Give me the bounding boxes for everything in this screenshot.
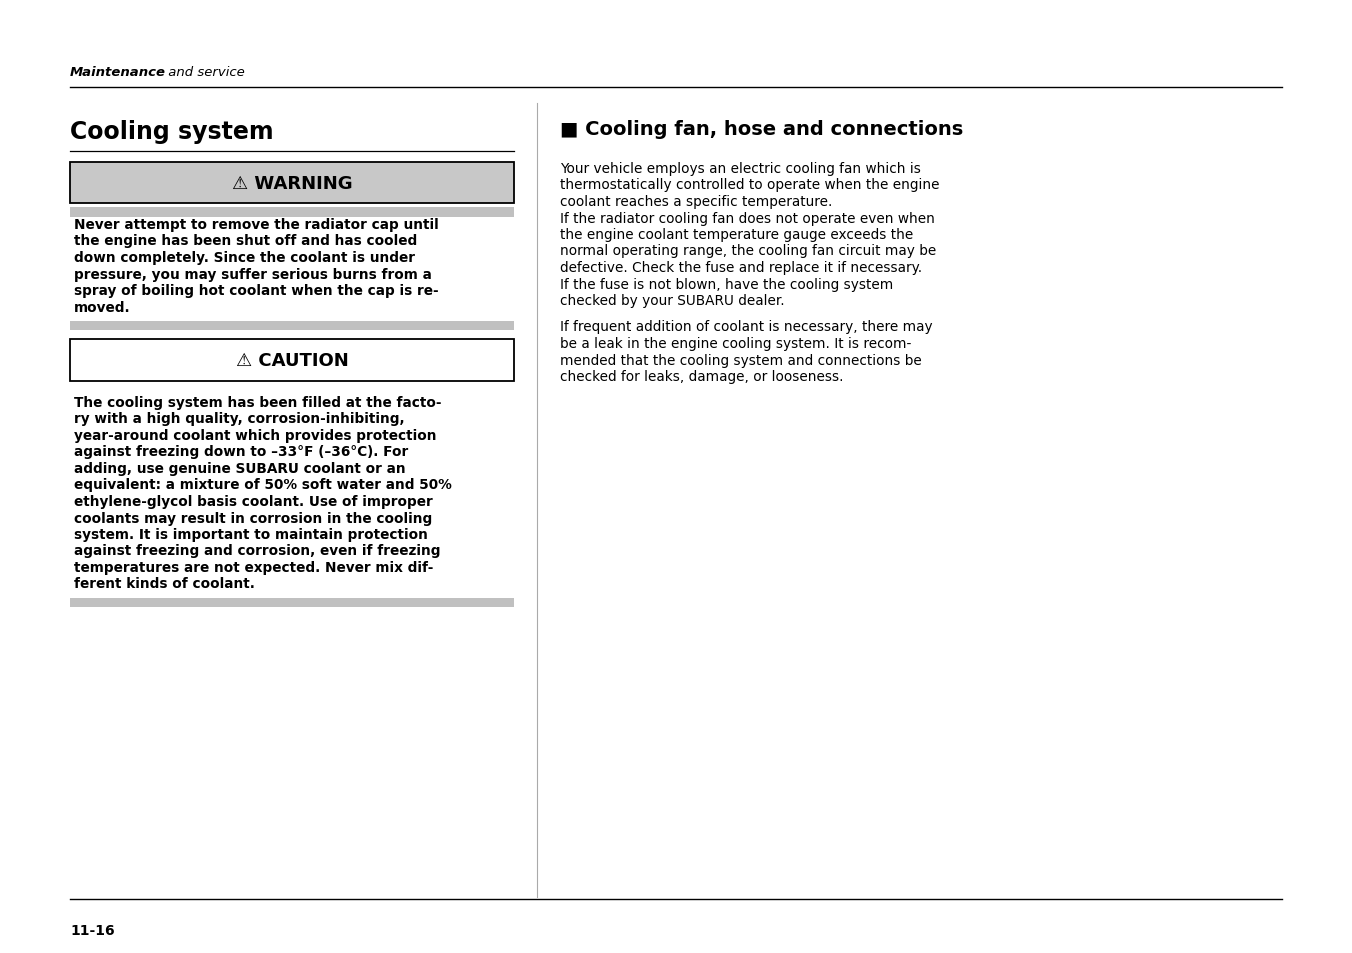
Text: ferent kinds of coolant.: ferent kinds of coolant. xyxy=(74,577,256,591)
Text: spray of boiling hot coolant when the cap is re-: spray of boiling hot coolant when the ca… xyxy=(74,284,438,297)
Text: system. It is important to maintain protection: system. It is important to maintain prot… xyxy=(74,527,427,541)
FancyBboxPatch shape xyxy=(70,322,514,331)
Text: If frequent addition of coolant is necessary, there may: If frequent addition of coolant is neces… xyxy=(560,320,933,335)
Text: moved.: moved. xyxy=(74,300,131,314)
FancyBboxPatch shape xyxy=(70,339,514,381)
Text: 11-16: 11-16 xyxy=(70,923,115,937)
Text: the engine has been shut off and has cooled: the engine has been shut off and has coo… xyxy=(74,234,418,248)
Text: checked by your SUBARU dealer.: checked by your SUBARU dealer. xyxy=(560,294,784,308)
Text: the engine coolant temperature gauge exceeds the: the engine coolant temperature gauge exc… xyxy=(560,228,913,242)
Text: adding, use genuine SUBARU coolant or an: adding, use genuine SUBARU coolant or an xyxy=(74,461,406,476)
Text: pressure, you may suffer serious burns from a: pressure, you may suffer serious burns f… xyxy=(74,267,431,281)
Text: thermostatically controlled to operate when the engine: thermostatically controlled to operate w… xyxy=(560,178,940,193)
Text: Cooling system: Cooling system xyxy=(70,120,273,144)
FancyBboxPatch shape xyxy=(70,208,514,218)
FancyBboxPatch shape xyxy=(70,163,514,204)
Text: If the radiator cooling fan does not operate even when: If the radiator cooling fan does not ope… xyxy=(560,212,934,225)
Text: normal operating range, the cooling fan circuit may be: normal operating range, the cooling fan … xyxy=(560,244,936,258)
Text: against freezing down to –33°F (–36°C). For: against freezing down to –33°F (–36°C). … xyxy=(74,445,408,459)
Text: ■ Cooling fan, hose and connections: ■ Cooling fan, hose and connections xyxy=(560,120,963,139)
Text: ry with a high quality, corrosion-inhibiting,: ry with a high quality, corrosion-inhibi… xyxy=(74,412,404,426)
Text: down completely. Since the coolant is under: down completely. Since the coolant is un… xyxy=(74,251,415,265)
Text: Maintenance: Maintenance xyxy=(70,66,166,79)
Text: and service: and service xyxy=(164,66,245,79)
Text: If the fuse is not blown, have the cooling system: If the fuse is not blown, have the cooli… xyxy=(560,277,894,292)
Text: Your vehicle employs an electric cooling fan which is: Your vehicle employs an electric cooling… xyxy=(560,162,921,175)
Text: equivalent: a mixture of 50% soft water and 50%: equivalent: a mixture of 50% soft water … xyxy=(74,478,452,492)
Text: ⚠ CAUTION: ⚠ CAUTION xyxy=(235,352,349,370)
Text: The cooling system has been filled at the facto-: The cooling system has been filled at th… xyxy=(74,395,442,410)
Text: against freezing and corrosion, even if freezing: against freezing and corrosion, even if … xyxy=(74,544,441,558)
Text: year-around coolant which provides protection: year-around coolant which provides prote… xyxy=(74,429,437,442)
Text: ⚠ WARNING: ⚠ WARNING xyxy=(231,174,353,193)
Text: mended that the cooling system and connections be: mended that the cooling system and conne… xyxy=(560,354,922,367)
Text: coolants may result in corrosion in the cooling: coolants may result in corrosion in the … xyxy=(74,511,433,525)
Text: checked for leaks, damage, or looseness.: checked for leaks, damage, or looseness. xyxy=(560,370,844,384)
Text: temperatures are not expected. Never mix dif-: temperatures are not expected. Never mix… xyxy=(74,560,434,575)
Text: Never attempt to remove the radiator cap until: Never attempt to remove the radiator cap… xyxy=(74,218,439,232)
Text: coolant reaches a specific temperature.: coolant reaches a specific temperature. xyxy=(560,194,833,209)
Text: be a leak in the engine cooling system. It is recom-: be a leak in the engine cooling system. … xyxy=(560,336,911,351)
Text: ethylene-glycol basis coolant. Use of improper: ethylene-glycol basis coolant. Use of im… xyxy=(74,495,433,509)
FancyBboxPatch shape xyxy=(70,598,514,607)
Text: defective. Check the fuse and replace it if necessary.: defective. Check the fuse and replace it… xyxy=(560,261,922,274)
